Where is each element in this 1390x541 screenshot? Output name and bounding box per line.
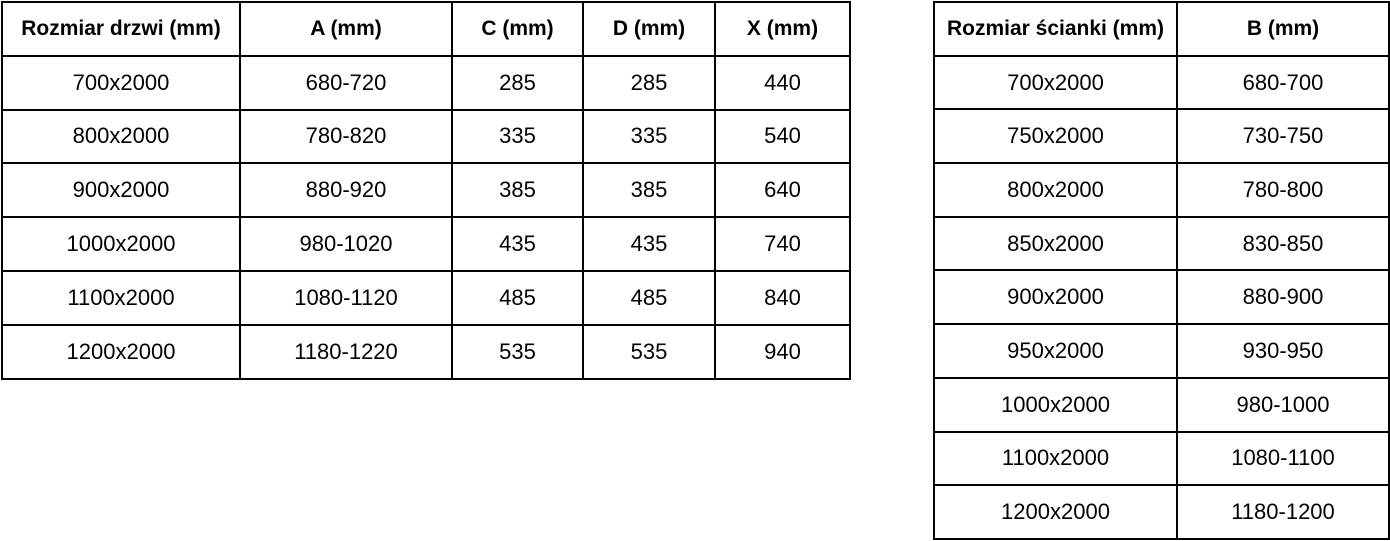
table-row: 1100x2000 1080-1100 — [933, 430, 1390, 487]
table-cell: 1180-1200 — [1176, 484, 1390, 540]
table-cell: 900x2000 — [1, 162, 241, 219]
table-cell: 940 — [714, 323, 851, 380]
table-row: 1200x2000 1180-1200 — [933, 484, 1390, 540]
table-cell: 750x2000 — [933, 108, 1178, 165]
table-cell: 285 — [582, 54, 716, 111]
table-cell: 930-950 — [1176, 323, 1390, 379]
table-cell: 1080-1100 — [1176, 430, 1390, 487]
table-cell: 1100x2000 — [1, 269, 241, 326]
column-header: Rozmiar ścianki (mm) — [933, 1, 1178, 57]
column-header: Rozmiar drzwi (mm) — [1, 1, 241, 57]
table-row: 1000x2000 980-1000 — [933, 376, 1390, 433]
table-row: 900x2000 880-900 — [933, 269, 1390, 326]
table-cell: 540 — [714, 108, 851, 165]
table-cell: 1100x2000 — [933, 430, 1178, 487]
column-header: C (mm) — [451, 1, 584, 57]
table-cell: 1000x2000 — [1, 216, 241, 272]
table-cell: 980-1020 — [239, 216, 453, 272]
table-cell: 1000x2000 — [933, 376, 1178, 433]
table-cell: 485 — [582, 269, 716, 326]
table-cell: 880-900 — [1176, 269, 1390, 326]
table-cell: 1080-1120 — [239, 269, 453, 326]
table-row: 950x2000 930-950 — [933, 323, 1390, 379]
table-cell: 840 — [714, 269, 851, 326]
door-table-header-row: Rozmiar drzwi (mm) A (mm) C (mm) D (mm) X (m… — [1, 1, 851, 57]
column-header: D (mm) — [582, 1, 716, 57]
table-cell: 640 — [714, 162, 851, 219]
table-cell: 900x2000 — [933, 269, 1178, 326]
table-cell: 740 — [714, 216, 851, 272]
table-row: 800x2000 780-800 — [933, 162, 1390, 218]
door-table-body: 700x2000 680-720 285 285 440 800x2000 780-820 3… — [1, 54, 851, 380]
wall-table-body: 700x2000 680-700 750x2000 730-750 800x2000 78… — [933, 54, 1390, 540]
wall-sizes-table: Rozmiar ścianki (mm) B (mm) 700x2000 680-7… — [933, 1, 1390, 540]
table-cell: 1200x2000 — [1, 323, 241, 380]
table-cell: 385 — [451, 162, 584, 219]
table-cell: 1180-1220 — [239, 323, 453, 380]
table-row: 1200x2000 1180-1220 535 535 940 — [1, 323, 851, 380]
table-cell: 800x2000 — [933, 162, 1178, 218]
table-cell: 950x2000 — [933, 323, 1178, 379]
table-cell: 335 — [582, 108, 716, 165]
table-cell: 435 — [582, 216, 716, 272]
table-row: 750x2000 730-750 — [933, 108, 1390, 165]
table-cell: 435 — [451, 216, 584, 272]
table-cell: 535 — [451, 323, 584, 380]
table-cell: 730-750 — [1176, 108, 1390, 165]
table-cell: 1200x2000 — [933, 484, 1178, 540]
column-header: B (mm) — [1176, 1, 1390, 57]
table-cell: 830-850 — [1176, 215, 1390, 272]
table-cell: 700x2000 — [933, 54, 1178, 111]
table-cell: 680-720 — [239, 54, 453, 111]
table-row: 850x2000 830-850 — [933, 215, 1390, 272]
table-cell: 335 — [451, 108, 584, 165]
table-cell: 980-1000 — [1176, 376, 1390, 433]
column-header: X (mm) — [714, 1, 851, 57]
table-cell: 680-700 — [1176, 54, 1390, 111]
table-cell: 800x2000 — [1, 108, 241, 165]
door-sizes-table: Rozmiar drzwi (mm) A (mm) C (mm) D (mm) X (m… — [1, 1, 851, 380]
table-cell: 285 — [451, 54, 584, 111]
wall-table-header-row: Rozmiar ścianki (mm) B (mm) — [933, 1, 1390, 57]
table-row: 1000x2000 980-1020 435 435 740 — [1, 216, 851, 272]
table-row: 700x2000 680-700 — [933, 54, 1390, 111]
table-cell: 780-800 — [1176, 162, 1390, 218]
column-header: A (mm) — [239, 1, 453, 57]
table-cell: 850x2000 — [933, 215, 1178, 272]
table-row: 700x2000 680-720 285 285 440 — [1, 54, 851, 111]
table-cell: 780-820 — [239, 108, 453, 165]
table-cell: 385 — [582, 162, 716, 219]
table-cell: 485 — [451, 269, 584, 326]
table-cell: 880-920 — [239, 162, 453, 219]
table-row: 800x2000 780-820 335 335 540 — [1, 108, 851, 165]
table-cell: 440 — [714, 54, 851, 111]
table-row: 1100x2000 1080-1120 485 485 840 — [1, 269, 851, 326]
table-cell: 535 — [582, 323, 716, 380]
table-cell: 700x2000 — [1, 54, 241, 111]
table-row: 900x2000 880-920 385 385 640 — [1, 162, 851, 219]
